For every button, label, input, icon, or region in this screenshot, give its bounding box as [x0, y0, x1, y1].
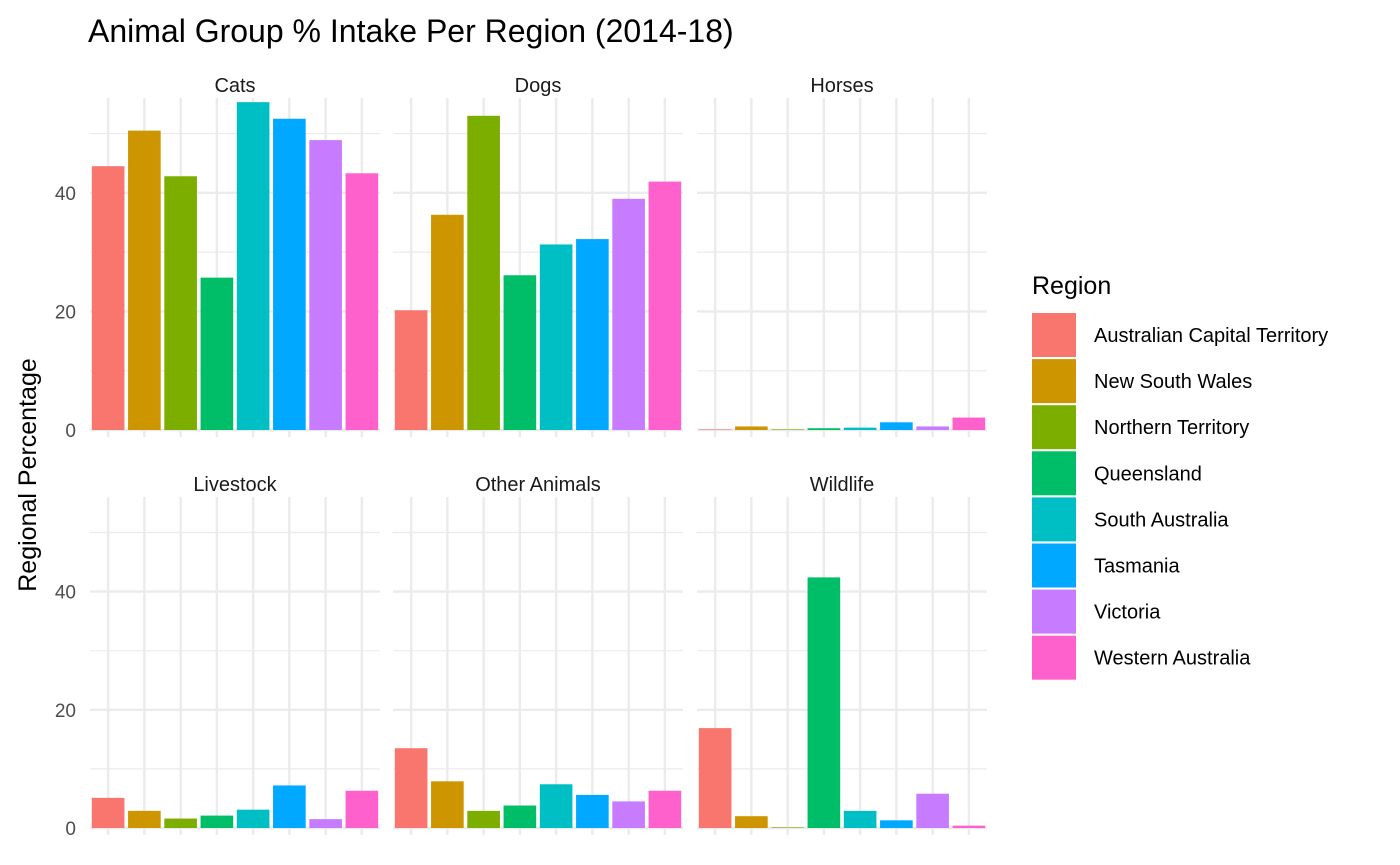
bar-other-animals-western-australia	[648, 790, 682, 828]
y-tick-label: 40	[55, 184, 76, 205]
y-axis-title: Regional Percentage	[14, 358, 42, 592]
bar-livestock-new-south-wales	[128, 810, 161, 828]
legend-swatch	[1032, 589, 1076, 634]
bar-cats-victoria	[309, 140, 342, 430]
facet-label-other-animals: Other Animals	[475, 474, 601, 496]
legend-item-australian-capital-territory: Australian Capital Territory	[1032, 313, 1328, 357]
bar-dogs-queensland	[503, 275, 537, 430]
bar-horses-new-south-wales	[735, 426, 768, 430]
legend-label: Northern Territory	[1094, 417, 1249, 439]
y-tick-label: 40	[55, 583, 76, 604]
legend-label: South Australia	[1094, 509, 1229, 531]
bar-livestock-tasmania	[273, 785, 306, 828]
legend-item-new-south-wales: New South Wales	[1032, 359, 1252, 404]
bar-dogs-australian-capital-territory	[394, 310, 428, 430]
panel-other-animals: Other Animals	[393, 474, 683, 835]
legend-label: New South Wales	[1094, 371, 1252, 393]
bar-other-animals-northern-territory	[467, 810, 500, 828]
bar-cats-tasmania	[273, 118, 306, 430]
bar-dogs-south-australia	[539, 244, 573, 430]
legend-swatch	[1032, 313, 1076, 357]
bar-other-animals-tasmania	[576, 794, 609, 828]
y-tick-label: 0	[65, 819, 76, 840]
bar-horses-queensland	[807, 428, 841, 430]
bar-other-animals-south-australia	[539, 784, 573, 828]
legend: Region Australian Capital Territory New S…	[1032, 272, 1328, 680]
panel-livestock: Livestock 0 20 40	[55, 474, 380, 840]
legend-label: Victoria	[1094, 602, 1161, 624]
bar-cats-south-australia	[236, 102, 270, 431]
bar-dogs-tasmania	[576, 239, 609, 430]
chart-title: Animal Group % Intake Per Region (2014-1…	[88, 13, 734, 49]
bar-horses-tasmania	[880, 422, 913, 430]
bar-cats-new-south-wales	[128, 130, 161, 431]
legend-item-queensland: Queensland	[1032, 451, 1202, 496]
legend-swatch	[1032, 405, 1076, 450]
bar-dogs-victoria	[612, 198, 645, 430]
legend-label: Tasmania	[1094, 556, 1180, 578]
bar-wildlife-western-australia	[952, 825, 986, 828]
facet-panels: Cats 0 20 40 Dogs Horses Livestock 0 20 40 Other A…	[55, 75, 987, 840]
panel-wildlife: Wildlife	[697, 474, 987, 835]
facet-label-horses: Horses	[810, 75, 873, 97]
bar-wildlife-northern-territory	[771, 827, 804, 829]
legend-swatch	[1032, 635, 1076, 680]
legend-swatch	[1032, 359, 1076, 404]
facet-label-livestock: Livestock	[193, 474, 277, 496]
bar-dogs-northern-territory	[467, 115, 500, 430]
bar-cats-northern-territory	[164, 176, 197, 430]
legend-item-victoria: Victoria	[1032, 589, 1161, 634]
bar-livestock-south-australia	[236, 809, 270, 828]
panel-dogs: Dogs	[393, 75, 683, 437]
facet-label-dogs: Dogs	[515, 75, 562, 97]
bar-dogs-western-australia	[648, 181, 682, 430]
bar-dogs-new-south-wales	[431, 214, 464, 430]
y-tick-label: 20	[55, 302, 76, 323]
bar-horses-australian-capital-territory	[698, 429, 732, 431]
bar-cats-western-australia	[345, 173, 379, 431]
bar-horses-south-australia	[843, 427, 877, 430]
bar-livestock-australian-capital-territory	[91, 797, 125, 828]
legend-swatch	[1032, 451, 1076, 496]
bar-cats-australian-capital-territory	[91, 166, 125, 430]
legend-title: Region	[1032, 272, 1111, 300]
bar-wildlife-tasmania	[880, 820, 913, 828]
bar-horses-victoria	[916, 426, 949, 430]
legend-items: Australian Capital Territory New South Wa…	[1032, 313, 1328, 680]
legend-swatch	[1032, 497, 1076, 542]
bar-wildlife-new-south-wales	[735, 816, 768, 828]
legend-item-western-australia: Western Australia	[1032, 635, 1251, 680]
bar-livestock-victoria	[309, 819, 342, 828]
bar-horses-northern-territory	[771, 429, 804, 431]
y-tick-label: 20	[55, 701, 76, 722]
facet-label-cats: Cats	[214, 75, 255, 97]
panel-horses: Horses	[697, 75, 987, 437]
y-tick-label: 0	[65, 421, 76, 442]
bar-livestock-western-australia	[345, 790, 379, 828]
facet-label-wildlife: Wildlife	[810, 474, 874, 496]
bar-other-animals-new-south-wales	[431, 781, 464, 828]
bar-livestock-northern-territory	[164, 818, 197, 828]
bar-other-animals-queensland	[503, 805, 537, 828]
legend-item-tasmania: Tasmania	[1032, 543, 1180, 588]
legend-label: Queensland	[1094, 463, 1202, 485]
bar-other-animals-australian-capital-territory	[394, 748, 428, 828]
legend-item-northern-territory: Northern Territory	[1032, 405, 1249, 450]
bar-wildlife-queensland	[807, 577, 841, 828]
bar-horses-western-australia	[952, 417, 986, 430]
legend-label: Australian Capital Territory	[1094, 325, 1328, 347]
bar-cats-queensland	[200, 277, 234, 430]
bar-wildlife-south-australia	[843, 810, 877, 828]
legend-label: Western Australia	[1094, 648, 1251, 670]
legend-swatch	[1032, 543, 1076, 588]
bar-livestock-queensland	[200, 815, 234, 828]
bar-wildlife-australian-capital-territory	[698, 728, 732, 828]
bar-other-animals-victoria	[612, 801, 645, 828]
bar-wildlife-victoria	[916, 793, 949, 828]
legend-item-south-australia: South Australia	[1032, 497, 1229, 542]
panel-cats: Cats 0 20 40	[55, 75, 380, 442]
